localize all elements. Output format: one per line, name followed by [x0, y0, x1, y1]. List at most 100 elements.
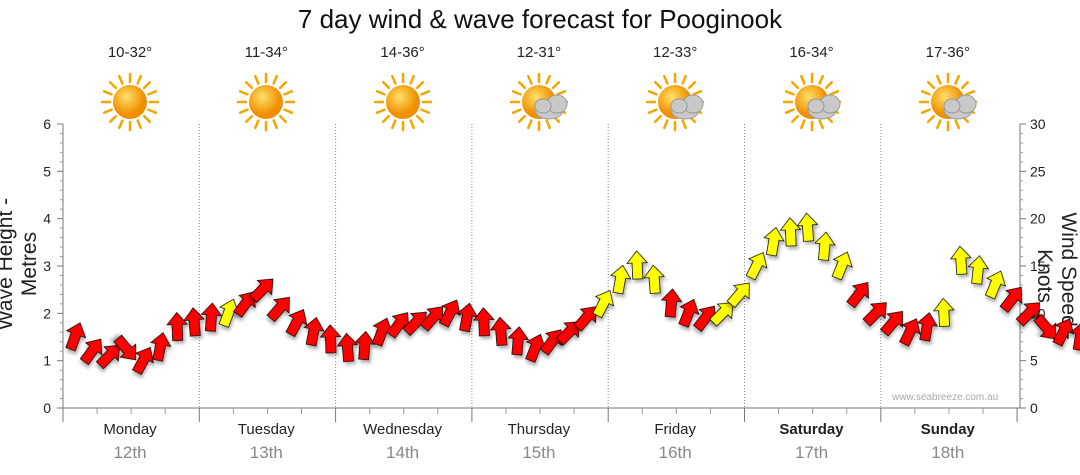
wind-arrow-shape — [899, 318, 921, 347]
wind-arrow — [626, 250, 648, 280]
wind-arrow-shape — [132, 346, 154, 376]
wind-arrow-shape — [967, 255, 990, 285]
sunny-icon — [373, 72, 433, 132]
wind-arrow-shape — [336, 332, 359, 363]
wind-arrow — [609, 264, 632, 295]
y-right-tick-label: 20 — [1030, 211, 1046, 227]
wind-arrow — [592, 289, 615, 319]
y-right-tick-label: 30 — [1030, 116, 1046, 132]
wind-arrow — [763, 226, 785, 257]
wind-arrow — [643, 264, 665, 294]
wind-arrow-shape — [984, 270, 1007, 300]
wind-arrow-shape — [438, 299, 461, 328]
wind-arrow — [489, 316, 512, 347]
wind-arrow-shape — [95, 344, 121, 370]
wind-arrow-shape — [285, 309, 308, 338]
wind-arrow — [831, 251, 853, 281]
wind-arrow — [303, 316, 325, 347]
day-date: 14th — [386, 443, 420, 462]
wind-arrow-shape — [233, 291, 256, 318]
day-date: 13th — [249, 443, 283, 462]
wind-arrow-shape — [472, 307, 495, 337]
wind-arrow-shape — [879, 310, 903, 337]
sunny-icon — [236, 72, 296, 132]
wind-arrow-shape — [678, 298, 700, 328]
wind-arrow — [285, 309, 308, 338]
wind-arrow — [266, 296, 290, 323]
wind-arrow — [779, 217, 802, 247]
wind-arrow-shape — [846, 282, 869, 309]
y-left-tick-label: 1 — [43, 353, 51, 369]
y-left-tick-label: 4 — [43, 211, 51, 227]
wind-arrow-shape — [266, 296, 290, 323]
wind-arrow — [879, 310, 903, 337]
partly-cloudy-icon — [509, 72, 569, 132]
wind-arrow-shape — [831, 251, 853, 281]
wind-arrow — [79, 338, 103, 366]
wind-arrow — [660, 288, 683, 318]
wind-arrow-shape — [949, 245, 972, 276]
chart-title: 7 day wind & wave forecast for Pooginook — [297, 4, 783, 34]
wind-arrow-shape — [932, 297, 955, 327]
wind-arrow-shape — [660, 288, 683, 318]
wind-arrow — [319, 324, 342, 354]
day-temperature: 10-32° — [107, 44, 153, 61]
partly-cloudy-icon — [782, 72, 842, 132]
day-date: 15th — [522, 443, 556, 462]
y-left-tick-label: 5 — [43, 163, 51, 179]
day-temperature: 14-36° — [380, 44, 425, 61]
wind-arrow — [916, 312, 939, 342]
wind-arrow-shape — [113, 334, 137, 361]
wind-arrow — [899, 318, 921, 347]
wind-arrow — [166, 311, 188, 342]
wind-arrow-shape — [354, 330, 376, 361]
day-name: Friday — [654, 421, 697, 438]
wind-arrow — [132, 346, 154, 376]
wind-arrow — [1052, 318, 1075, 347]
wind-arrow-shape — [166, 311, 188, 342]
wind-arrow-shape — [539, 329, 563, 356]
wind-arrow — [507, 326, 530, 356]
day-temperature: 17-36° — [925, 44, 970, 61]
wind-arrow-shape — [745, 252, 768, 281]
wind-arrow-shape — [183, 307, 205, 337]
wind-arrow-shape — [249, 278, 274, 303]
day-date: 12th — [113, 443, 147, 462]
wind-arrow — [472, 307, 495, 337]
wind-arrow-shape — [609, 264, 632, 295]
day-date: 16th — [658, 443, 692, 462]
wind-arrow-shape — [200, 302, 223, 332]
y-right-tick-label: 5 — [1030, 353, 1038, 369]
day-name: Tuesday — [237, 421, 295, 438]
wind-arrow — [233, 291, 256, 318]
day-temperature: 12-33° — [653, 44, 698, 61]
wind-arrow-shape — [573, 306, 597, 332]
day-name: Wednesday — [363, 421, 443, 438]
wind-arrow-shape — [150, 332, 172, 362]
wind-arrow-shape — [555, 321, 581, 346]
day-temperature: 16-34° — [789, 44, 834, 61]
wind-arrow — [1033, 313, 1057, 340]
day-name: Sunday — [920, 421, 975, 438]
wind-arrow — [932, 297, 955, 327]
wind-arrow — [814, 231, 836, 261]
wind-arrow-shape — [1052, 318, 1075, 347]
wind-arrow — [999, 286, 1023, 314]
wind-arrow — [438, 299, 461, 328]
watermark: www.seabreeze.com.au — [892, 392, 999, 403]
wind-arrow — [183, 307, 205, 337]
wind-arrow — [745, 252, 768, 281]
day-temperature: 12-31° — [516, 44, 562, 61]
wind-arrow — [354, 330, 376, 361]
wind-arrow-shape — [916, 312, 939, 342]
wind-arrow-shape — [319, 324, 342, 354]
day-name: Thursday — [507, 421, 571, 438]
wind-arrow — [150, 332, 172, 362]
wind-arrow — [336, 332, 359, 363]
wind-arrow — [796, 212, 819, 242]
wind-arrow-shape — [626, 250, 648, 280]
wind-arrow-shape — [79, 338, 103, 366]
y-right-tick-label: 25 — [1030, 163, 1046, 179]
wind-arrow-shape — [999, 286, 1023, 314]
